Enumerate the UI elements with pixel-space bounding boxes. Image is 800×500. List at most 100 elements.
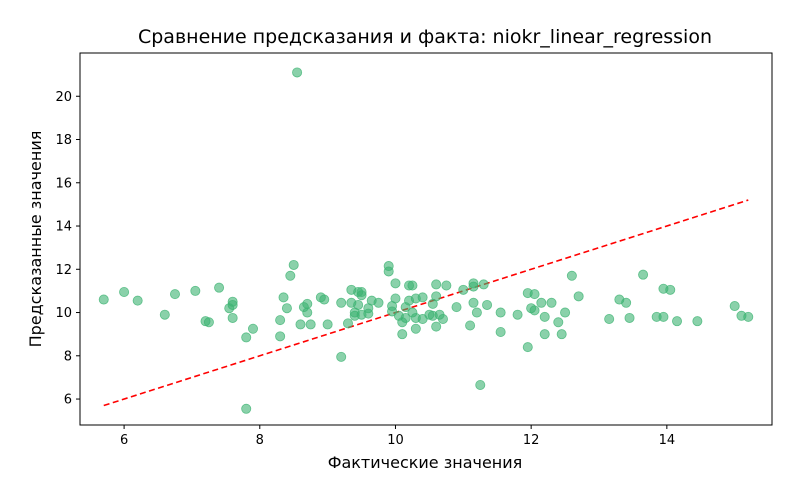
data-point [336, 297, 347, 308]
data-point [190, 285, 201, 296]
data-point [495, 307, 506, 318]
data-point [468, 297, 479, 308]
data-point [471, 307, 482, 318]
data-point [288, 259, 299, 270]
data-point [292, 67, 303, 78]
data-point [241, 403, 252, 414]
data-point [98, 294, 109, 305]
data-point [546, 297, 557, 308]
data-point [529, 289, 540, 300]
data-point [227, 312, 238, 323]
data-point [302, 298, 313, 309]
data-point [319, 294, 330, 305]
data-point [407, 280, 418, 291]
data-point [383, 266, 394, 277]
y-tick-label: 14 [55, 220, 72, 235]
data-point [665, 284, 676, 295]
data-point [553, 317, 564, 328]
data-point [119, 286, 130, 297]
data-point [539, 329, 550, 340]
data-point [302, 307, 313, 318]
data-point [159, 309, 170, 320]
data-point [342, 318, 353, 329]
data-point [169, 289, 180, 300]
data-point [468, 278, 479, 289]
data-point [621, 297, 632, 308]
x-tick-label: 8 [256, 433, 264, 448]
y-tick-label: 16 [55, 176, 72, 191]
y-axis-ticks: 6 8 10 12 14 16 18 20 [55, 90, 80, 408]
y-tick-label: 18 [55, 133, 72, 148]
chart-title: Сравнение предсказания и факта: niokr_li… [138, 26, 712, 48]
data-point [512, 309, 523, 320]
reference-line-layer [103, 199, 749, 407]
data-point [203, 317, 214, 328]
data-point [390, 293, 401, 304]
data-point [441, 280, 452, 291]
data-point [566, 270, 577, 281]
data-point [305, 319, 316, 330]
data-point [322, 319, 333, 330]
data-point [275, 331, 286, 342]
data-point [478, 279, 489, 290]
data-point [285, 270, 296, 281]
y-tick-label: 6 [64, 393, 72, 408]
data-point [495, 326, 506, 337]
data-point [437, 314, 448, 325]
data-point [522, 342, 533, 353]
data-point [295, 319, 306, 330]
plot-frame [79, 52, 773, 426]
data-point [417, 292, 428, 303]
data-point [658, 311, 669, 322]
data-point [573, 291, 584, 302]
data-point [281, 303, 292, 314]
x-tick-label: 12 [523, 433, 540, 448]
x-tick-label: 10 [387, 433, 404, 448]
data-point [539, 311, 550, 322]
data-point [410, 323, 421, 334]
points-layer [98, 67, 754, 414]
data-point [743, 311, 754, 322]
data-point [227, 299, 238, 310]
data-point [353, 299, 364, 310]
reference-line [103, 199, 749, 407]
data-point [482, 299, 493, 310]
y-tick-label: 8 [64, 349, 72, 364]
data-point [336, 351, 347, 362]
data-point [214, 282, 225, 293]
data-point [560, 307, 571, 318]
x-axis-label: Фактические значения [328, 453, 523, 472]
data-point [397, 329, 408, 340]
y-tick-label: 20 [55, 90, 72, 105]
data-point [692, 316, 703, 327]
data-point [672, 316, 683, 327]
data-point [400, 312, 411, 323]
data-point [556, 329, 567, 340]
data-point [132, 295, 143, 306]
data-point [536, 297, 547, 308]
data-point [729, 301, 740, 312]
data-point [475, 379, 486, 390]
data-point [431, 321, 442, 332]
data-point [275, 315, 286, 326]
data-point [356, 290, 367, 301]
data-point [624, 312, 635, 323]
data-point [431, 291, 442, 302]
data-point [431, 279, 442, 290]
data-point [638, 269, 649, 280]
data-point [458, 284, 469, 295]
x-tick-label: 6 [120, 433, 128, 448]
data-point [604, 314, 615, 325]
x-axis-ticks: 6 8 10 12 14 [120, 425, 675, 448]
data-point [373, 297, 384, 308]
data-point [278, 292, 289, 303]
data-point [465, 320, 476, 331]
data-point [451, 302, 462, 313]
y-tick-label: 10 [55, 306, 72, 321]
data-point [241, 332, 252, 343]
data-point [529, 305, 540, 316]
y-axis-label: Предсказанные значения [26, 131, 45, 348]
x-tick-label: 14 [659, 433, 676, 448]
